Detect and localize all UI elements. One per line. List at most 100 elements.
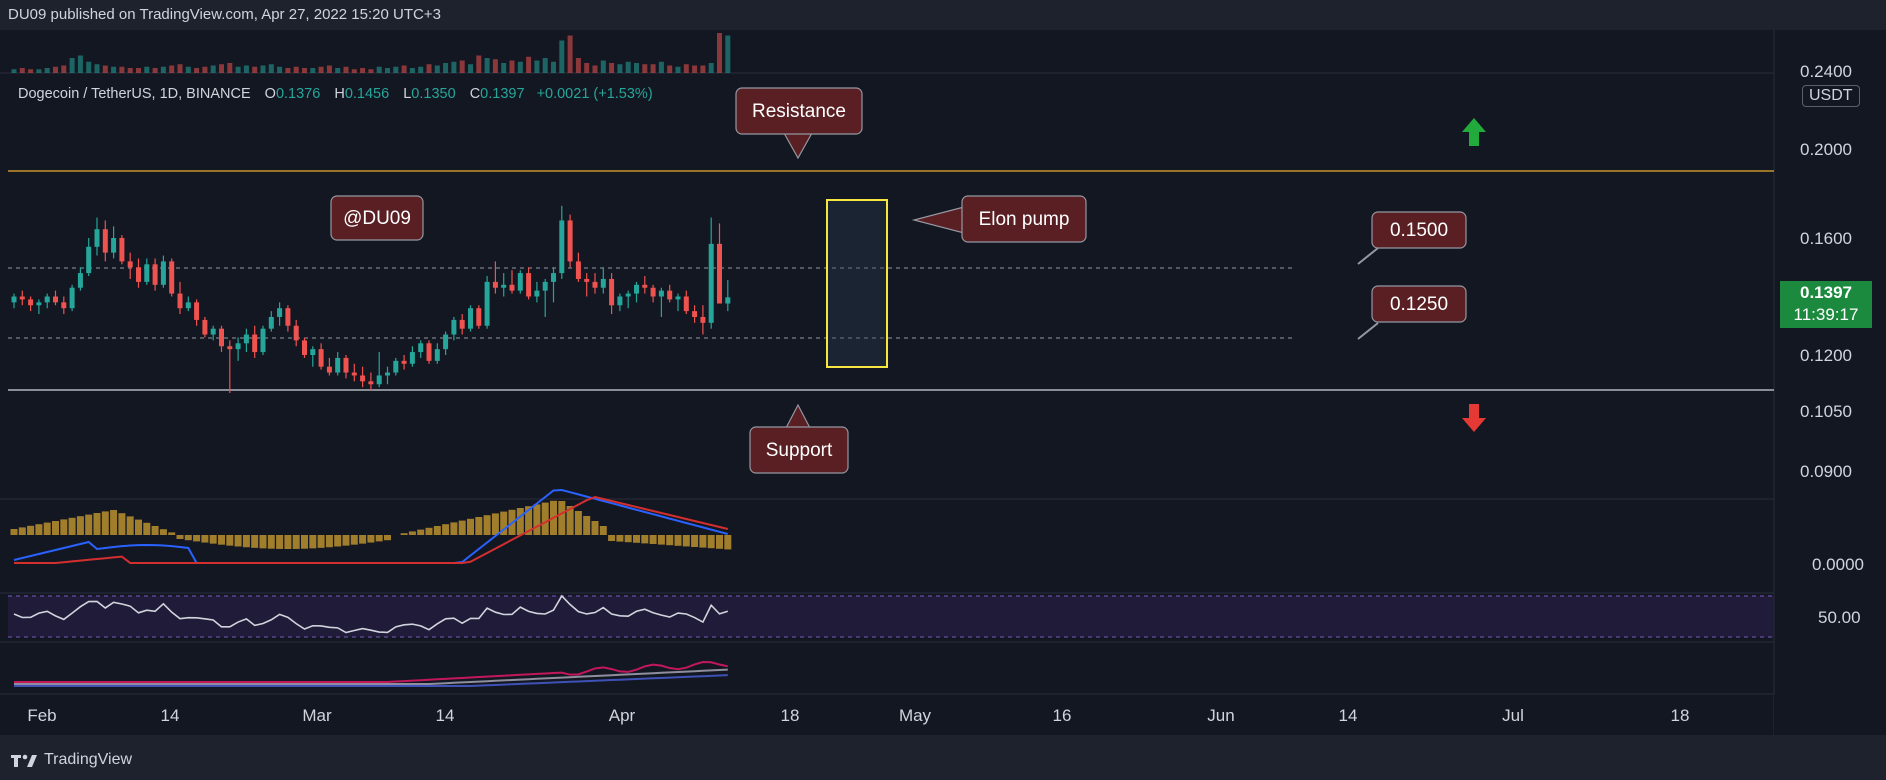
time-tick-label: Jun <box>1207 706 1234 725</box>
macd-histogram-bar <box>267 535 275 549</box>
candle <box>675 293 681 312</box>
level-0.1500-callout: 0.1500 <box>1371 211 1467 249</box>
macd-histogram-bar <box>608 535 616 541</box>
volume-bar <box>260 65 266 73</box>
candle-body <box>551 273 556 282</box>
volume-bar <box>202 66 208 73</box>
candle-body <box>235 343 241 350</box>
macd-histogram-bar <box>159 529 167 535</box>
candle-body <box>443 334 449 350</box>
volume-bar <box>119 66 125 73</box>
macd-histogram-bar <box>143 522 151 535</box>
volume-bar <box>393 66 399 73</box>
level-0.1500-callout-box <box>1371 211 1467 249</box>
macd-histogram-bar <box>450 522 458 535</box>
candle-body <box>609 278 615 306</box>
macd-histogram-bar <box>301 535 308 549</box>
support-callout-text: Support <box>766 440 833 461</box>
candle <box>177 281 183 315</box>
symbol-name: Dogecoin / TetherUS, 1D, BINANCE <box>18 86 251 102</box>
tradingview-logo[interactable]: TradingView <box>10 751 132 769</box>
currency-badge[interactable]: USDT <box>1802 85 1860 107</box>
macd-histogram-bar <box>234 535 242 547</box>
macd-histogram-bar <box>699 535 707 548</box>
candle-body <box>393 360 399 373</box>
candle <box>227 340 233 394</box>
candle-body <box>127 261 133 268</box>
symbol-legend: Dogecoin / TetherUS, 1D, BINANCE O0.1376… <box>18 86 653 102</box>
time-tick-label: Jul <box>1502 706 1524 725</box>
macd-histogram-bar <box>135 519 142 535</box>
macd-histogram-bar <box>400 533 408 535</box>
candle <box>409 346 415 367</box>
candle <box>260 325 266 355</box>
level-0.1250-callout-text: 0.1250 <box>1390 294 1448 315</box>
candle <box>351 363 357 382</box>
candle <box>243 328 249 353</box>
candle-body <box>335 357 341 373</box>
open-value: 0.1376 <box>275 86 321 102</box>
level-0.1250-callout-box <box>1371 285 1467 323</box>
close-label: C <box>469 86 481 102</box>
candle-body <box>625 293 631 297</box>
candle-body <box>326 366 332 373</box>
candle <box>210 325 216 341</box>
candle-body <box>517 273 523 291</box>
candle-body <box>492 281 498 288</box>
candle <box>268 311 274 332</box>
macd-histogram-bar <box>101 511 109 535</box>
time-tick-label: 14 <box>436 706 455 725</box>
candle <box>459 314 465 335</box>
candle-body <box>119 238 125 262</box>
candle <box>94 217 100 256</box>
candle <box>584 273 590 297</box>
candle <box>551 267 556 303</box>
volume-bar <box>476 55 482 73</box>
candle-body <box>111 238 117 253</box>
volume-bar <box>293 66 299 73</box>
volume-bar <box>650 64 656 73</box>
volume-bar <box>526 56 532 73</box>
macd-histogram-bar <box>633 535 640 543</box>
candle <box>559 205 565 279</box>
macd-histogram-bar <box>707 535 715 549</box>
volume-bar <box>44 68 50 73</box>
candlestick-chart[interactable]: 0.2400 0.2000 0.1600 0.1200 0.1050 0.0900 50.0… <box>0 30 1886 735</box>
candle <box>683 290 689 315</box>
volume-bar <box>551 61 556 73</box>
time-tick-label: Mar <box>302 706 332 725</box>
high-label: H <box>334 86 345 102</box>
candle-body <box>136 267 141 282</box>
candle-body <box>484 281 490 326</box>
volume-bar <box>127 68 133 73</box>
candle-body <box>692 311 698 317</box>
volume-bar <box>542 58 548 73</box>
candle <box>492 261 498 294</box>
price-tick-label: 0.1050 <box>1800 402 1852 421</box>
candle-body <box>600 278 606 288</box>
macd-histogram-bar <box>259 535 267 549</box>
volume-bar <box>69 58 75 73</box>
macd-histogram-bar <box>500 511 508 535</box>
candle <box>368 372 374 391</box>
macd-histogram-bar <box>475 517 483 535</box>
low-value: 0.1350 <box>411 86 456 102</box>
volume-bar <box>492 59 498 73</box>
macd-histogram-bar <box>491 513 499 535</box>
volume-bar <box>700 65 706 73</box>
macd-tick-label: 0.0000 <box>1812 555 1864 574</box>
macd-histogram-bar <box>52 521 59 535</box>
macd-histogram-bar <box>558 501 566 535</box>
candle <box>476 305 482 329</box>
candle-countdown: 11:39:17 <box>1793 305 1859 324</box>
macd-histogram-bar <box>68 517 76 535</box>
candle <box>634 281 639 303</box>
volume-bar <box>468 64 473 73</box>
volume-bar <box>285 68 291 73</box>
macd-histogram-bar <box>218 535 225 545</box>
volume-bar <box>600 60 606 73</box>
candle <box>526 267 532 300</box>
volume-bar <box>19 68 25 73</box>
level-0.1500-callout-text: 0.1500 <box>1390 220 1448 241</box>
macd-histogram-bar <box>93 513 101 535</box>
